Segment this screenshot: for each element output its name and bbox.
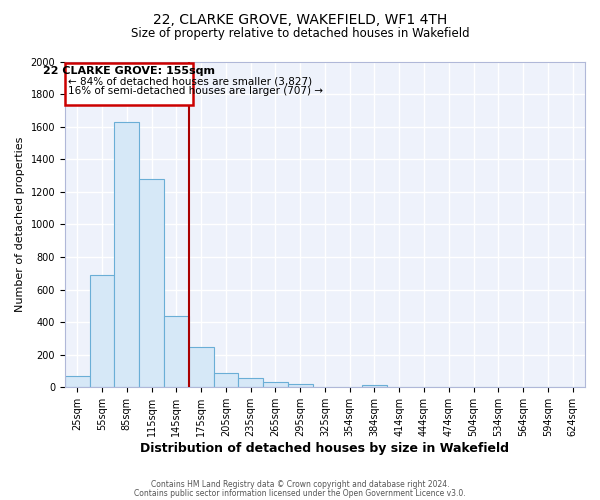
Text: Contains public sector information licensed under the Open Government Licence v3: Contains public sector information licen… — [134, 488, 466, 498]
Bar — [89, 275, 115, 388]
Text: ← 84% of detached houses are smaller (3,827): ← 84% of detached houses are smaller (3,… — [68, 76, 312, 86]
Text: 16% of semi-detached houses are larger (707) →: 16% of semi-detached houses are larger (… — [68, 86, 323, 97]
Bar — [263, 382, 288, 388]
Text: 22 CLARKE GROVE: 155sqm: 22 CLARKE GROVE: 155sqm — [43, 66, 215, 76]
Bar — [288, 384, 313, 388]
Text: Contains HM Land Registry data © Crown copyright and database right 2024.: Contains HM Land Registry data © Crown c… — [151, 480, 449, 489]
Bar — [214, 372, 238, 388]
Bar — [238, 378, 263, 388]
Bar — [164, 316, 189, 388]
Bar — [189, 346, 214, 388]
FancyBboxPatch shape — [65, 63, 193, 106]
Bar — [65, 376, 89, 388]
Text: Size of property relative to detached houses in Wakefield: Size of property relative to detached ho… — [131, 28, 469, 40]
Bar — [362, 385, 387, 388]
Bar — [139, 179, 164, 388]
Bar — [115, 122, 139, 388]
Text: 22, CLARKE GROVE, WAKEFIELD, WF1 4TH: 22, CLARKE GROVE, WAKEFIELD, WF1 4TH — [153, 12, 447, 26]
Y-axis label: Number of detached properties: Number of detached properties — [15, 136, 25, 312]
X-axis label: Distribution of detached houses by size in Wakefield: Distribution of detached houses by size … — [140, 442, 509, 455]
